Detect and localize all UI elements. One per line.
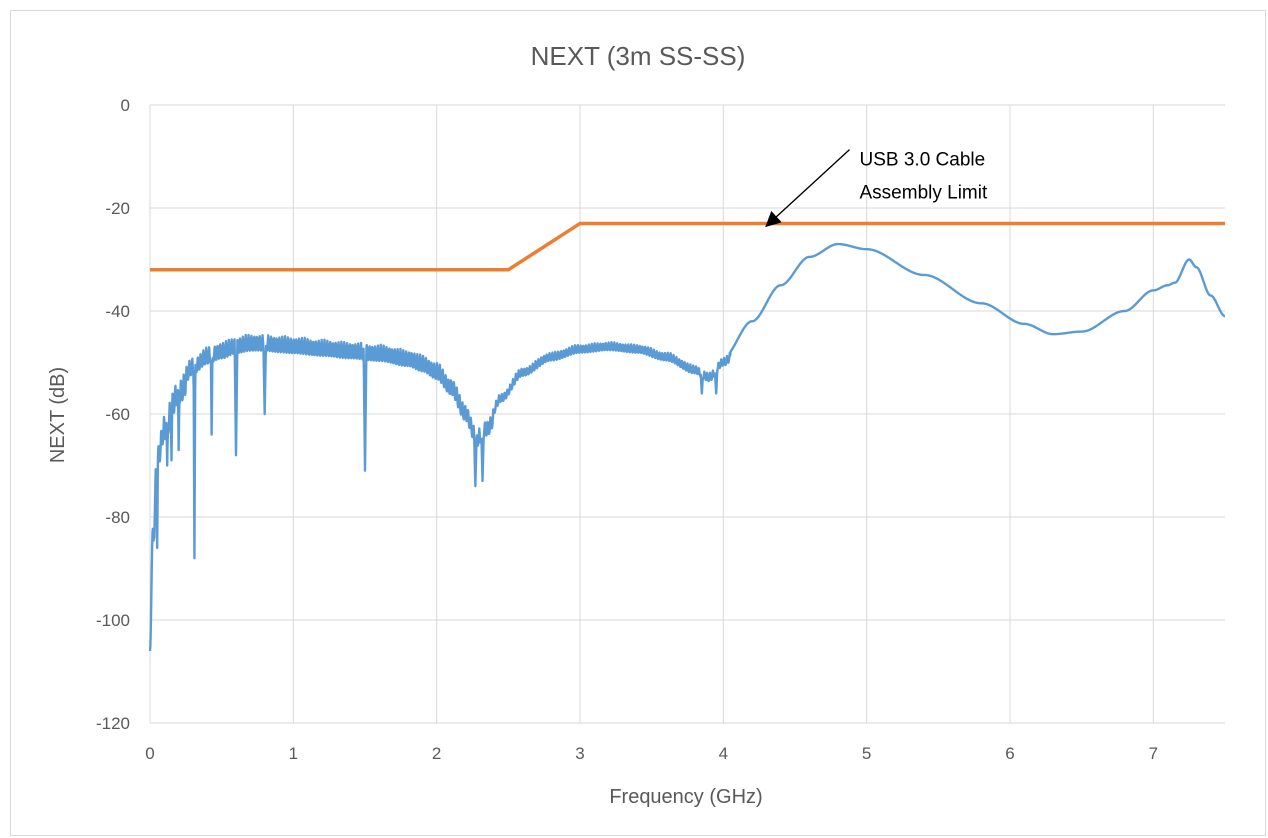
- annotation-label-line: USB 3.0 Cable: [860, 150, 986, 171]
- y-axis-label: NEXT (dB): [47, 367, 69, 463]
- y-tick-label: -40: [105, 302, 130, 321]
- y-tick-label: -20: [105, 199, 130, 218]
- next-measured-line: [148, 242, 1226, 651]
- x-tick-label: 6: [1005, 744, 1014, 763]
- y-tick-label: -60: [105, 405, 130, 424]
- x-tick-label: 3: [575, 744, 584, 763]
- x-tick-label: 1: [289, 744, 298, 763]
- y-tick-label: -100: [96, 611, 130, 630]
- limit-line: [150, 221, 1225, 272]
- x-tick-label: 0: [145, 744, 154, 763]
- y-tick-label: -80: [105, 508, 130, 527]
- x-tick-label: 4: [719, 744, 728, 763]
- x-tick-labels: 0 1 2 3 4 5 6 7: [145, 744, 1158, 763]
- x-tick-label: 7: [1149, 744, 1158, 763]
- x-axis-label: Frequency (GHz): [609, 786, 762, 808]
- y-tick-label: 0: [121, 96, 130, 115]
- annotation-arrow: [765, 149, 850, 228]
- grid: [149, 104, 1225, 724]
- x-tick-label: 5: [862, 744, 871, 763]
- annotation-label-line: Assembly Limit: [860, 183, 988, 204]
- x-tick-label: 2: [432, 744, 441, 763]
- series-group: [148, 221, 1226, 651]
- annotations: USB 3.0 Cable Assembly Limit: [765, 149, 988, 228]
- y-tick-label: -120: [96, 714, 130, 733]
- chart-frame: [10, 10, 1266, 836]
- chart-title: NEXT (3m SS-SS): [531, 41, 746, 71]
- y-tick-labels: 0 -20 -40 -60 -80 -100 -120: [96, 96, 130, 733]
